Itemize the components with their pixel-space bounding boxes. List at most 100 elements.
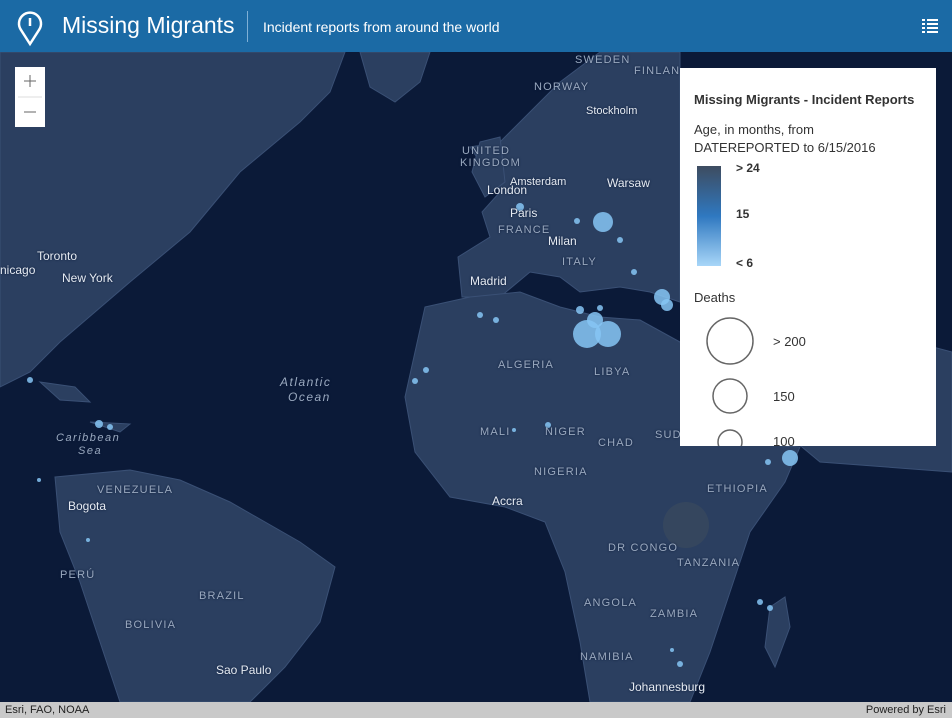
legend-deaths-title: Deaths (694, 290, 736, 305)
north-america (0, 52, 346, 388)
map-label: CHAD (598, 437, 634, 449)
map-label: BOLIVIA (125, 619, 177, 631)
legend-age-title: Age, in months, from DATEREPORTED to 6/1… (694, 122, 876, 155)
map-label: KINGDOM (460, 157, 521, 169)
map-label: BRAZIL (199, 590, 245, 602)
incident[interactable] (574, 218, 580, 224)
age-stop: > 24 (736, 161, 760, 175)
map-label: FRANCE (498, 224, 551, 236)
map-label: VENEZUELA (97, 484, 174, 496)
death-stop: 150 (773, 389, 795, 404)
greenland (359, 52, 431, 103)
incident[interactable] (95, 420, 103, 428)
map-label: ALGERIA (498, 359, 555, 371)
incident[interactable] (757, 599, 763, 605)
death-stop: 100 (773, 434, 795, 446)
map-label: DR CONGO (608, 542, 679, 554)
map-label: NAMIBIA (580, 651, 634, 663)
map-label: Milan (548, 234, 577, 248)
legend-panel: Missing Migrants - Incident Reports Age,… (680, 68, 936, 446)
separator (247, 11, 248, 42)
legend-toggle[interactable] (922, 19, 938, 33)
map-label: Madrid (470, 274, 507, 288)
attribution: Esri, FAO, NOAA (5, 704, 90, 716)
incident[interactable] (423, 367, 429, 373)
incident[interactable] (37, 478, 41, 482)
incident[interactable] (86, 538, 90, 542)
map-label: ZAMBIA (650, 608, 699, 620)
map-label: nicago (0, 263, 36, 277)
map-label: UNITED (462, 145, 511, 157)
attribution-bar: Esri, FAO, NOAA Powered by Esri (0, 702, 952, 718)
incident[interactable] (477, 312, 483, 318)
incident-markers (27, 203, 798, 667)
powered-by[interactable]: Powered by Esri (865, 704, 946, 716)
incident[interactable] (663, 502, 709, 548)
age-stop: < 6 (736, 256, 754, 270)
incident[interactable] (661, 299, 673, 311)
incident[interactable] (767, 605, 773, 611)
zoom-buttons (18, 75, 42, 113)
europe (457, 52, 681, 303)
incident[interactable] (593, 212, 613, 232)
caribbean-islands (38, 381, 132, 433)
map-label: ANGOLA (584, 597, 638, 609)
map-label: ETHIOPIA (707, 483, 768, 495)
map-label: Paris (510, 206, 538, 220)
zoom-control (15, 67, 45, 127)
map-label: MALI (480, 426, 511, 438)
map-label: LIBYA (594, 366, 631, 378)
app-title: Missing Migrants (62, 12, 235, 38)
incident[interactable] (493, 317, 499, 323)
map-label: London (487, 183, 528, 197)
map-label: Sao Paulo (216, 663, 272, 677)
map-label: Ocean (288, 390, 331, 404)
incident[interactable] (765, 459, 771, 465)
incident[interactable] (516, 203, 524, 211)
age-color-ramp (697, 166, 721, 266)
incident[interactable] (631, 269, 637, 275)
map-label: Caribbean (56, 432, 121, 444)
uk (471, 136, 506, 198)
incident[interactable] (412, 378, 418, 384)
app-subtitle: Incident reports from around the world (263, 19, 500, 35)
incident[interactable] (107, 424, 113, 430)
map-label: NIGERIA (534, 466, 588, 478)
map-label: Johannesburg (629, 680, 706, 694)
map-label: Amsterdam (510, 176, 567, 188)
map-label: PERÚ (60, 569, 96, 581)
incident[interactable] (595, 321, 621, 347)
south-america (54, 469, 336, 702)
death-symbol (717, 429, 743, 446)
incident[interactable] (27, 377, 33, 383)
incident[interactable] (782, 450, 798, 466)
incident[interactable] (545, 422, 551, 428)
incident[interactable] (576, 306, 584, 314)
map-label: TANZANIA (677, 557, 741, 569)
incident[interactable] (670, 648, 674, 652)
incident[interactable] (587, 312, 603, 328)
zoom-in[interactable] (24, 75, 36, 87)
death-stop: > 200 (773, 334, 806, 349)
map-label: Warsaw (607, 176, 650, 190)
map-label: FINLAN (634, 65, 681, 77)
age-stop: 15 (736, 207, 750, 221)
map[interactable]: SWEDEN FINLAN NORWAY Stockholm UNITED KI… (0, 52, 952, 702)
incident[interactable] (617, 237, 623, 243)
incident[interactable] (677, 661, 683, 667)
death-symbol (706, 317, 754, 365)
app-header: Missing Migrants Incident reports from a… (0, 0, 952, 52)
incident[interactable] (512, 428, 516, 432)
map-label: Sea (78, 445, 103, 457)
incident[interactable] (597, 305, 603, 311)
map-label: Stockholm (586, 105, 638, 117)
map-label: Atlantic (280, 375, 332, 389)
map-label: Toronto (37, 249, 78, 263)
madagascar (764, 596, 791, 669)
logo-icon (17, 11, 43, 47)
map-label: Bogota (68, 499, 107, 513)
map-label: SWEDEN (575, 54, 631, 66)
death-symbol (712, 378, 748, 414)
map-label: ITALY (562, 256, 597, 268)
